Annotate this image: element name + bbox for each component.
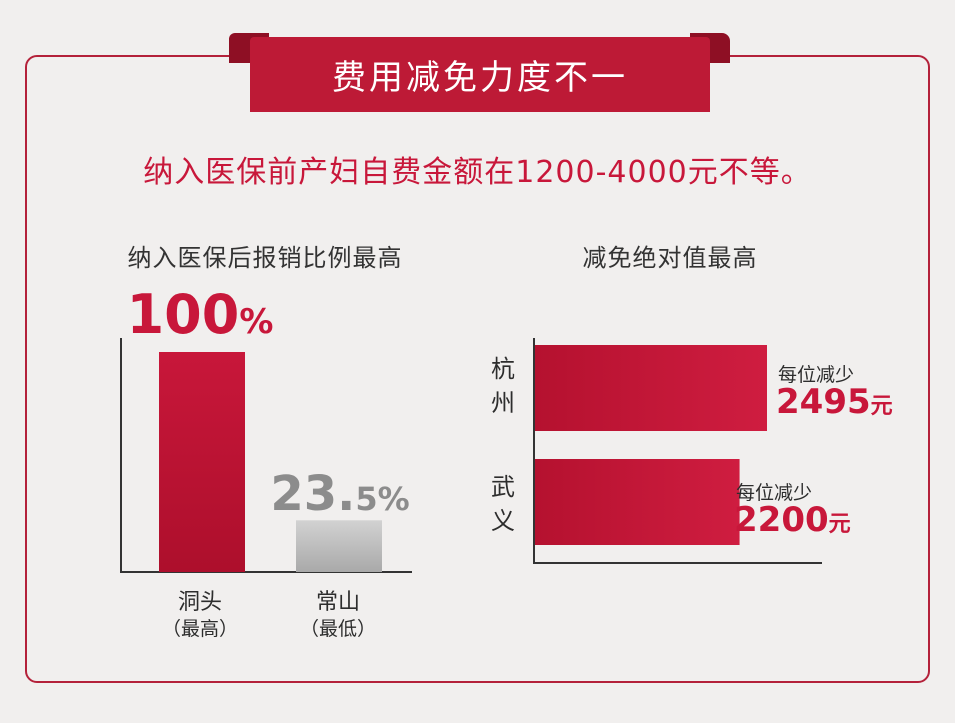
category-wuyi: 武义 <box>488 470 518 538</box>
sublabel-dongtou: （最高） <box>161 618 238 640</box>
header-ribbon: 费用减免力度不一 <box>250 37 710 112</box>
value-unit: 元 <box>870 394 893 419</box>
header-title: 费用减免力度不一 <box>332 58 628 98</box>
sublabel-changshan: （最低） <box>299 618 376 640</box>
value-suffix: 5% <box>355 480 410 518</box>
header-subtitle: 纳入医保前产妇自费金额在1200-4000元不等。 <box>143 155 812 190</box>
value-suffix: % <box>239 302 274 342</box>
value-number: 2200 <box>734 500 829 540</box>
value-label-hangzhou: 2495元 <box>776 382 893 422</box>
value-main: 23. <box>270 466 356 522</box>
value-unit: 元 <box>828 512 851 537</box>
bar-changshan <box>296 520 382 572</box>
bar-wuyi <box>535 459 740 545</box>
category-dongtou: 洞头 <box>177 590 222 615</box>
annotation-hangzhou: 每位减少 <box>778 364 855 386</box>
value-label-dongtou: 100% <box>115 283 285 346</box>
bar-dongtou <box>159 352 245 572</box>
value-label-wuyi: 2200元 <box>734 500 851 540</box>
bar-hangzhou <box>535 345 767 431</box>
category-changshan: 常山 <box>315 590 360 615</box>
annotation-wuyi: 每位减少 <box>736 482 813 504</box>
right-chart-title: 减免绝对值最高 <box>582 244 758 272</box>
category-hangzhou-text: 杭州 <box>491 355 515 417</box>
category-hangzhou: 杭州 <box>488 352 518 420</box>
value-main: 100 <box>126 283 240 346</box>
left-chart-title: 纳入医保后报销比例最高 <box>127 244 403 272</box>
category-wuyi-text: 武义 <box>491 473 515 535</box>
value-label-changshan: 23.5% <box>255 466 425 522</box>
value-number: 2495 <box>776 382 871 422</box>
